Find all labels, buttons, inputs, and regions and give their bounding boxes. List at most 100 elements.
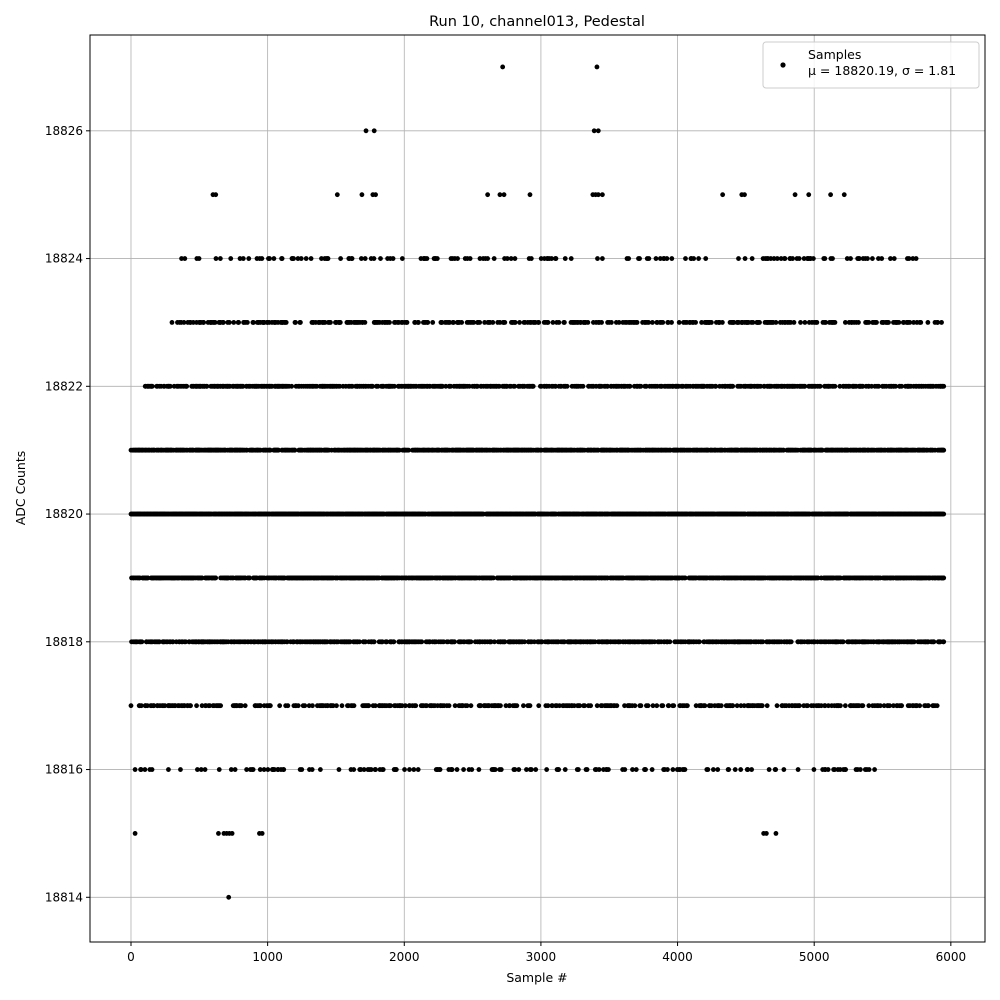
data-point xyxy=(267,447,273,453)
data-point xyxy=(310,703,315,709)
data-point xyxy=(709,320,714,325)
data-point xyxy=(292,447,298,453)
data-point xyxy=(599,320,604,325)
data-point xyxy=(941,575,947,581)
data-point xyxy=(650,320,655,325)
data-point xyxy=(406,447,412,453)
data-point xyxy=(514,703,520,709)
data-point xyxy=(536,703,542,709)
data-point xyxy=(682,575,688,581)
data-point xyxy=(676,320,682,325)
data-point xyxy=(941,383,947,389)
data-point xyxy=(838,575,843,581)
data-point xyxy=(236,320,242,325)
data-point xyxy=(498,703,503,709)
data-point xyxy=(149,383,155,389)
data-point xyxy=(632,703,638,709)
data-point xyxy=(425,320,431,325)
data-point xyxy=(128,703,134,709)
data-point xyxy=(277,703,283,709)
data-point xyxy=(396,447,402,453)
data-point xyxy=(614,703,620,709)
data-point xyxy=(585,320,591,325)
data-point xyxy=(556,320,562,325)
data-point xyxy=(490,575,496,581)
data-point xyxy=(788,639,794,645)
data-point xyxy=(588,703,594,709)
data-point xyxy=(139,639,145,645)
data-point xyxy=(654,703,660,709)
data-point xyxy=(896,320,902,325)
data-point xyxy=(802,320,808,325)
data-point xyxy=(213,575,219,581)
data-point xyxy=(391,639,397,645)
data-point xyxy=(188,703,193,709)
data-points xyxy=(128,64,947,900)
data-point xyxy=(730,383,736,389)
data-point xyxy=(609,320,614,325)
data-point xyxy=(283,320,289,325)
data-point xyxy=(874,320,879,325)
data-point xyxy=(564,383,570,389)
data-point xyxy=(416,320,421,325)
data-point xyxy=(671,703,677,709)
data-point xyxy=(627,383,633,389)
data-point xyxy=(530,383,536,389)
data-point xyxy=(339,703,345,709)
data-point xyxy=(757,320,762,325)
data-point xyxy=(247,575,253,581)
data-point xyxy=(468,639,474,645)
data-point xyxy=(545,320,551,325)
data-point xyxy=(815,575,821,581)
data-point xyxy=(730,703,736,709)
data-point xyxy=(719,320,725,325)
data-point xyxy=(517,320,522,325)
data-point xyxy=(832,320,838,325)
data-point xyxy=(184,383,190,389)
data-point xyxy=(693,320,698,325)
data-point xyxy=(452,639,457,645)
data-point xyxy=(512,320,518,325)
data-point xyxy=(295,703,301,709)
data-point xyxy=(419,639,425,645)
data-point xyxy=(931,639,937,645)
data-point xyxy=(660,703,666,709)
data-point xyxy=(941,447,947,453)
data-point xyxy=(371,639,377,645)
data-point xyxy=(817,383,823,389)
data-point xyxy=(276,447,281,453)
data-point xyxy=(840,639,846,645)
data-point xyxy=(773,320,779,325)
data-point xyxy=(477,320,483,325)
data-point xyxy=(638,703,644,709)
data-point xyxy=(798,320,803,325)
data-point xyxy=(226,320,232,325)
data-point xyxy=(645,703,651,709)
data-point xyxy=(285,703,291,709)
data-point xyxy=(231,320,237,325)
data-point xyxy=(242,703,248,709)
data-point xyxy=(634,320,640,325)
data-point xyxy=(718,703,724,709)
data-point xyxy=(941,639,947,645)
data-point xyxy=(669,320,674,325)
data-point xyxy=(521,703,526,709)
data-point xyxy=(362,320,368,325)
data-point xyxy=(194,703,199,709)
data-point xyxy=(925,320,931,325)
data-point xyxy=(856,320,861,325)
data-point xyxy=(446,703,452,709)
data-point xyxy=(267,703,273,709)
data-point xyxy=(685,703,690,709)
data-point xyxy=(502,320,508,325)
data-point xyxy=(145,575,151,581)
data-point xyxy=(490,320,496,325)
data-point xyxy=(169,320,175,325)
data-point xyxy=(199,575,205,581)
data-point xyxy=(886,320,891,325)
data-point xyxy=(337,320,343,325)
data-point xyxy=(351,703,357,709)
data-point xyxy=(459,320,465,325)
data-point xyxy=(366,703,372,709)
